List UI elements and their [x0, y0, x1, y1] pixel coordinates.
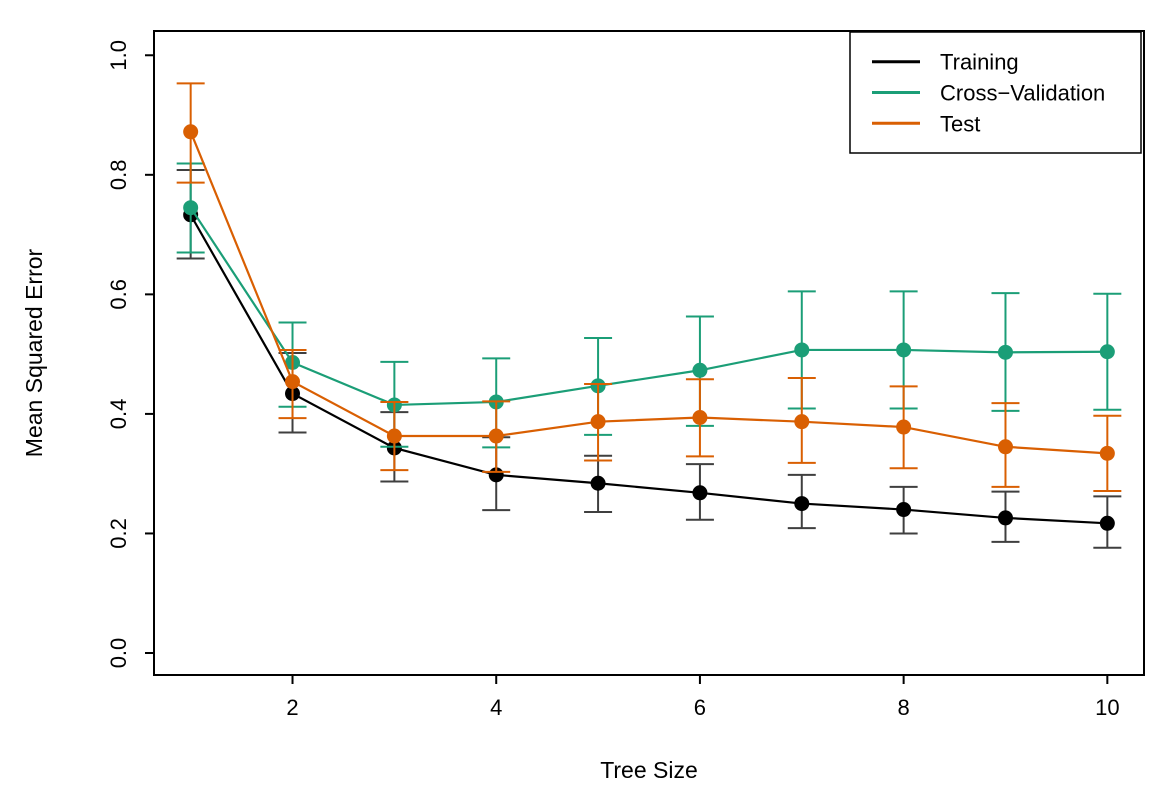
- data-point: [794, 496, 810, 512]
- legend-entry-training: Training: [872, 50, 1019, 75]
- data-point: [590, 475, 606, 491]
- data-point: [488, 428, 504, 444]
- x-tick-label: 2: [286, 695, 298, 720]
- data-point: [896, 502, 912, 518]
- data-point: [285, 374, 301, 390]
- legend-label: Test: [940, 111, 980, 136]
- legend-label: Cross−Validation: [940, 81, 1105, 106]
- x-axis-label: Tree Size: [600, 757, 698, 783]
- series-line: [189, 207, 1108, 407]
- plot-box: [153, 30, 1145, 676]
- x-tick-label: 6: [694, 695, 706, 720]
- legend: Training Cross−Validation Test: [849, 31, 1142, 154]
- data-point: [794, 414, 810, 430]
- data-point: [1099, 515, 1115, 531]
- y-tick-label: 0.6: [106, 279, 131, 310]
- series-test: [176, 82, 1122, 493]
- legend-entry-test: Test: [872, 111, 980, 136]
- data-point: [183, 200, 199, 216]
- series-line: [189, 131, 1108, 455]
- data-point: [692, 485, 708, 501]
- data-point: [997, 344, 1013, 360]
- y-tick-label: 1.0: [106, 40, 131, 71]
- data-point: [794, 342, 810, 358]
- series-line: [189, 214, 1108, 525]
- y-tick-label: 0.4: [106, 399, 131, 430]
- data-point: [692, 362, 708, 378]
- data-point: [1099, 445, 1115, 461]
- y-tick-label: 0.0: [106, 638, 131, 669]
- y-tick-label: 0.8: [106, 160, 131, 191]
- legend-entry-cross-validation: Cross−Validation: [872, 81, 1105, 106]
- legend-label: Training: [940, 50, 1019, 75]
- y-axis-label: Mean Squared Error: [21, 248, 47, 457]
- y-tick-label: 0.2: [106, 518, 131, 549]
- x-axis: 2 4 6 8 10: [286, 675, 1120, 720]
- data-point: [896, 419, 912, 435]
- data-point: [386, 428, 402, 444]
- x-tick-label: 10: [1095, 695, 1119, 720]
- x-tick-label: 8: [898, 695, 910, 720]
- y-axis: 0.0 0.2 0.4 0.6 0.8 1.0: [106, 40, 154, 668]
- series-cross-validation: [176, 162, 1122, 449]
- data-point: [590, 414, 606, 430]
- data-point: [1099, 344, 1115, 360]
- data-point: [997, 510, 1013, 526]
- x-tick-label: 4: [490, 695, 502, 720]
- data-point: [896, 342, 912, 358]
- series-training: [176, 169, 1122, 549]
- data-point: [183, 124, 199, 140]
- data-point: [692, 409, 708, 425]
- data-point: [997, 439, 1013, 455]
